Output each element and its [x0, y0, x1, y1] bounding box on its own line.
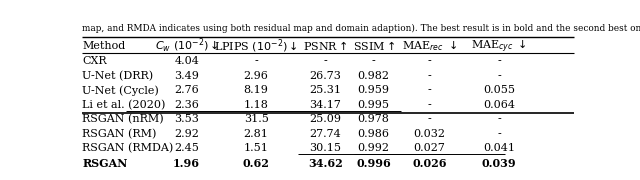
Text: U-Net (DRR): U-Net (DRR) — [83, 71, 154, 81]
Text: -: - — [497, 71, 501, 81]
Text: -: - — [428, 56, 431, 66]
Text: -: - — [254, 56, 258, 66]
Text: 0.982: 0.982 — [358, 71, 390, 81]
Text: 8.19: 8.19 — [244, 85, 269, 95]
Text: 2.81: 2.81 — [244, 129, 269, 139]
Text: RSGAN (RM): RSGAN (RM) — [83, 129, 157, 139]
Text: 0.055: 0.055 — [483, 85, 515, 95]
Text: SSIM$\uparrow$: SSIM$\uparrow$ — [353, 39, 395, 52]
Text: 1.51: 1.51 — [244, 143, 269, 154]
Text: map, and RMDA indicates using both residual map and domain adaption). The best r: map, and RMDA indicates using both resid… — [83, 24, 640, 33]
Text: 0.62: 0.62 — [243, 158, 269, 168]
Text: 0.978: 0.978 — [358, 114, 390, 124]
Text: 2.76: 2.76 — [174, 85, 199, 95]
Text: 30.15: 30.15 — [310, 143, 342, 154]
Text: -: - — [497, 129, 501, 139]
Text: 25.31: 25.31 — [310, 85, 342, 95]
Text: 34.62: 34.62 — [308, 158, 343, 168]
Text: 3.49: 3.49 — [174, 71, 199, 81]
Text: RSGAN (RMDA): RSGAN (RMDA) — [83, 143, 173, 154]
Text: -: - — [324, 56, 328, 66]
Text: 0.041: 0.041 — [483, 143, 515, 154]
Text: -: - — [497, 56, 501, 66]
Text: Li et al. (2020): Li et al. (2020) — [83, 100, 166, 110]
Text: Method: Method — [83, 41, 125, 51]
Text: 0.995: 0.995 — [358, 100, 390, 110]
Text: 2.96: 2.96 — [244, 71, 269, 81]
Text: U-Net (Cycle): U-Net (Cycle) — [83, 85, 159, 96]
Text: 4.04: 4.04 — [174, 56, 199, 66]
Text: 34.17: 34.17 — [310, 100, 342, 110]
Text: $C_w\ (10^{-2})\downarrow$: $C_w\ (10^{-2})\downarrow$ — [155, 37, 219, 55]
Text: MAE$_{cyc}\ \downarrow$: MAE$_{cyc}\ \downarrow$ — [471, 37, 527, 55]
Text: 0.986: 0.986 — [358, 129, 390, 139]
Text: -: - — [428, 100, 431, 110]
Text: RSGAN (nRM): RSGAN (nRM) — [83, 114, 164, 125]
Text: MAE$_{rec}\ \downarrow$: MAE$_{rec}\ \downarrow$ — [402, 39, 457, 53]
Text: 3.53: 3.53 — [174, 114, 199, 124]
Text: RSGAN: RSGAN — [83, 158, 128, 168]
Text: -: - — [428, 85, 431, 95]
Text: 2.92: 2.92 — [174, 129, 199, 139]
Text: 2.36: 2.36 — [174, 100, 199, 110]
Text: -: - — [497, 114, 501, 124]
Text: 0.039: 0.039 — [482, 158, 516, 168]
Text: 2.45: 2.45 — [174, 143, 199, 154]
Text: 0.996: 0.996 — [356, 158, 391, 168]
Text: 31.5: 31.5 — [244, 114, 269, 124]
Text: 1.18: 1.18 — [244, 100, 269, 110]
Text: 26.73: 26.73 — [310, 71, 342, 81]
Text: -: - — [428, 71, 431, 81]
Text: 25.09: 25.09 — [310, 114, 342, 124]
Text: CXR: CXR — [83, 56, 107, 66]
Text: -: - — [372, 56, 376, 66]
Text: LPIPS $(10^{-2})\downarrow$: LPIPS $(10^{-2})\downarrow$ — [214, 37, 298, 55]
Text: 0.032: 0.032 — [413, 129, 445, 139]
Text: 27.74: 27.74 — [310, 129, 341, 139]
Text: 0.027: 0.027 — [413, 143, 445, 154]
Text: 0.064: 0.064 — [483, 100, 515, 110]
Text: -: - — [428, 114, 431, 124]
Text: 0.992: 0.992 — [358, 143, 390, 154]
Text: 1.96: 1.96 — [173, 158, 200, 168]
Text: 0.026: 0.026 — [412, 158, 447, 168]
Text: PSNR$\uparrow$: PSNR$\uparrow$ — [303, 39, 348, 52]
Text: 0.959: 0.959 — [358, 85, 390, 95]
